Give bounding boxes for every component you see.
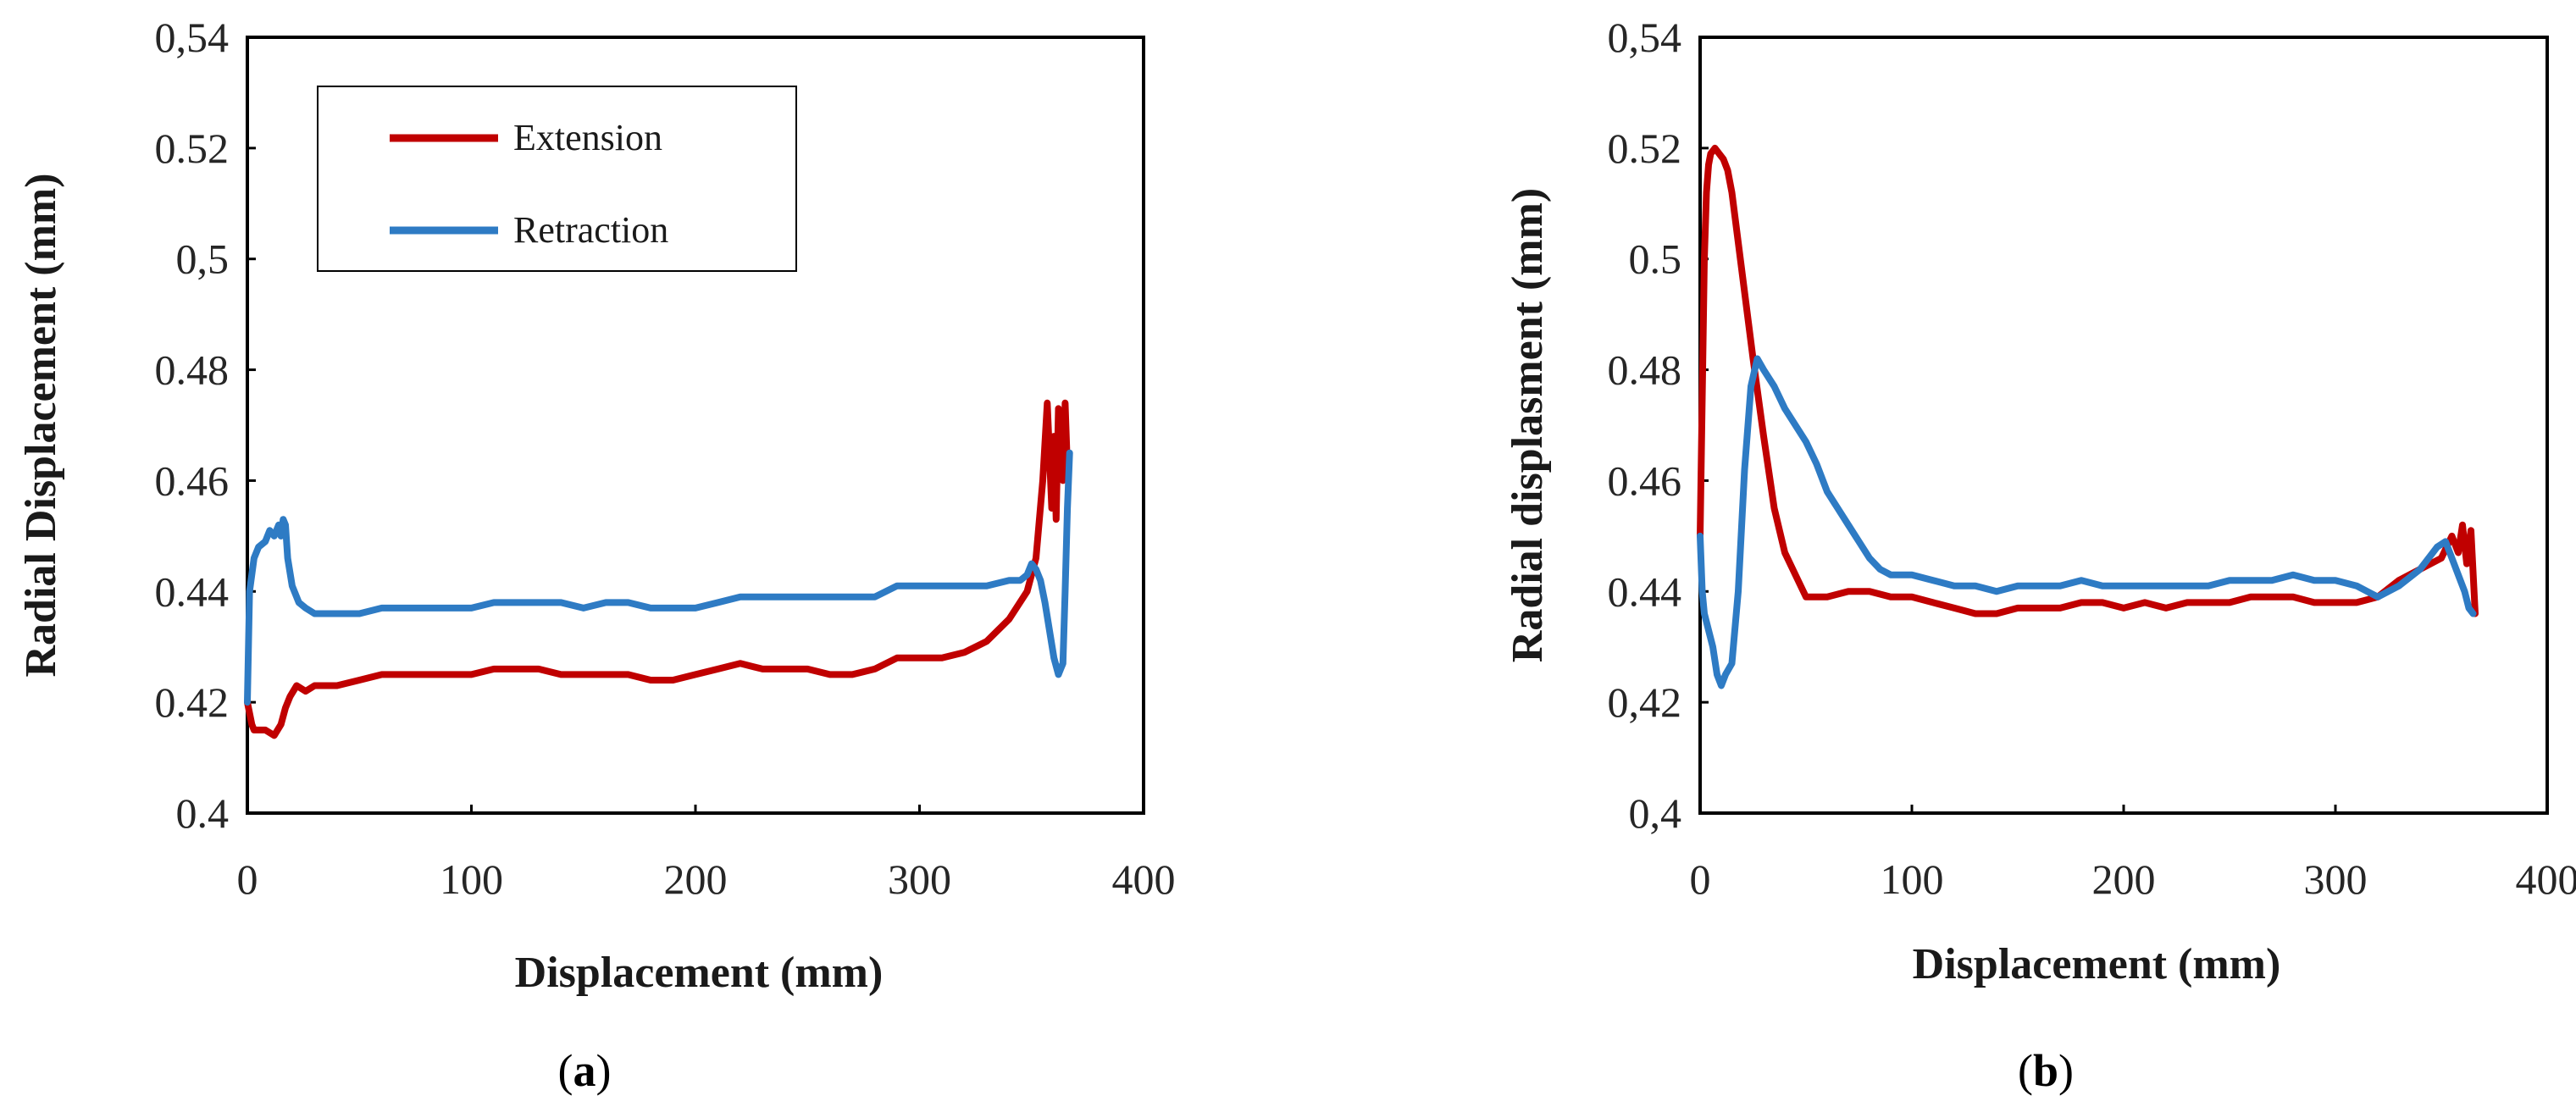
x-ticks-b: 0 100 200 300 400	[1690, 805, 2576, 903]
y-tick-label: 0.48	[155, 346, 230, 394]
x-tick-label: 300	[2304, 855, 2368, 903]
x-axis-title-b: Displacement (mm)	[1913, 940, 2281, 988]
y-tick-label: 0,54	[1608, 14, 1682, 61]
y-tick-label: 0.48	[1608, 346, 1682, 394]
y-axis-title-a: Radial Displacement (mm)	[17, 173, 65, 677]
x-tick-label: 100	[440, 855, 503, 903]
panel-a: 0.4 0.42 0.44 0.46 0.48 0,5 0.52 0,54 0 100 200 30…	[17, 14, 1176, 1096]
x-axis-title-a: Displacement (mm)	[515, 949, 884, 997]
series-line-retraction	[1697, 355, 2477, 689]
x-tick-label: 0	[1690, 855, 1711, 903]
x-tick-label: 200	[664, 855, 728, 903]
y-axis-title-b: Radial displasment (mm)	[1504, 188, 1552, 662]
x-tick-label: 200	[2092, 855, 2156, 903]
x-tick-label: 0	[237, 855, 258, 903]
caption-b: (b)	[2018, 1045, 2074, 1096]
plot-frame-b	[1698, 36, 2549, 815]
series-b	[1697, 144, 2479, 689]
y-tick-label: 0.42	[155, 678, 230, 726]
caption-a: (a)	[558, 1045, 612, 1096]
series-line-retraction	[244, 449, 1073, 706]
y-tick-label: 0,5	[176, 235, 230, 283]
y-tick-label: 0.46	[155, 457, 230, 504]
y-tick-label: 0.5	[1629, 235, 1682, 283]
panel-b: 0,4 0,42 0.44 0.46 0.48 0.5 0.52 0,54 0 100 200 30…	[1504, 14, 2576, 1096]
x-tick-label: 100	[1881, 855, 1944, 903]
series-a	[244, 399, 1073, 739]
legend-label-retraction: Retraction	[513, 209, 668, 251]
y-tick-label: 0.52	[155, 125, 230, 172]
x-ticks-a: 0 100 200 300 400	[237, 805, 1176, 903]
y-tick-label: 0.46	[1608, 457, 1682, 504]
y-ticks-a: 0.4 0.42 0.44 0.46 0.48 0,5 0.52 0,54	[155, 14, 256, 837]
y-tick-label: 0,54	[155, 14, 230, 61]
y-tick-label: 0,4	[1629, 789, 1682, 837]
y-tick-label: 0.44	[1608, 567, 1682, 615]
legend-box	[317, 86, 797, 272]
x-tick-label: 300	[888, 855, 951, 903]
y-ticks-b: 0,4 0,42 0.44 0.46 0.48 0.5 0.52 0,54	[1608, 14, 1709, 837]
legend-a: Extension Retraction	[317, 86, 797, 272]
y-tick-label: 0.52	[1608, 125, 1682, 172]
x-tick-label: 400	[2516, 855, 2576, 903]
x-tick-label: 400	[1112, 855, 1176, 903]
y-tick-label: 0.44	[155, 567, 230, 615]
y-tick-label: 0,42	[1608, 678, 1682, 726]
legend-label-extension: Extension	[513, 117, 662, 158]
series-line-extension	[244, 399, 1072, 739]
y-tick-label: 0.4	[176, 789, 230, 837]
